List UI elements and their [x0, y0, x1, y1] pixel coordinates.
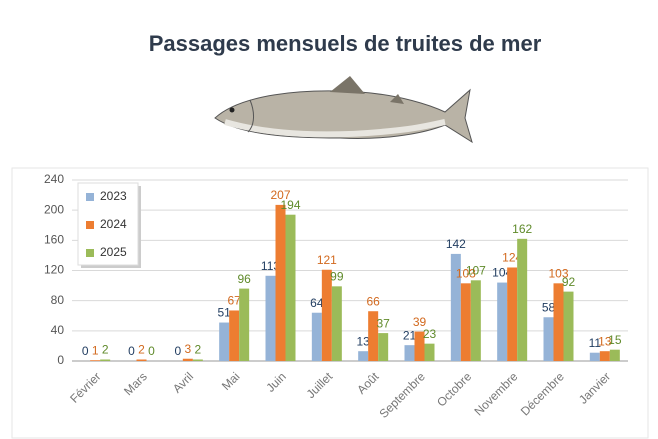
bar	[100, 359, 111, 361]
y-tick-label: 240	[44, 172, 64, 186]
data-label: 21	[403, 328, 417, 342]
data-label: 67	[227, 294, 241, 308]
bar	[553, 283, 564, 361]
bar	[358, 351, 369, 361]
data-label: 121	[317, 253, 337, 267]
x-tick-label: Février	[67, 369, 103, 405]
bar	[368, 311, 379, 361]
bar	[424, 343, 435, 361]
data-label: 96	[237, 272, 251, 286]
bar	[239, 288, 250, 361]
legend-swatch	[86, 249, 94, 257]
bar	[507, 267, 518, 361]
y-tick-label: 40	[51, 323, 65, 337]
bar	[563, 291, 574, 361]
data-label: 207	[270, 188, 290, 202]
data-label: 103	[456, 266, 476, 280]
bar	[609, 349, 620, 361]
data-label: 107	[466, 263, 486, 277]
bar	[543, 317, 554, 361]
data-label: 194	[280, 198, 300, 212]
data-label: 142	[446, 237, 466, 251]
bar	[229, 310, 240, 361]
chart-frame	[11, 167, 649, 439]
bar	[136, 359, 147, 361]
bar	[192, 359, 203, 361]
bar	[311, 312, 322, 361]
chart-title: Passages mensuels de truites de mer	[149, 31, 542, 56]
bar	[321, 269, 332, 361]
y-tick-label: 0	[57, 353, 64, 367]
bar	[265, 275, 276, 361]
bar	[517, 238, 528, 361]
data-label: 2	[102, 343, 109, 357]
data-label: 51	[217, 306, 231, 320]
bar	[460, 283, 471, 361]
data-label: 58	[542, 300, 556, 314]
bar	[589, 352, 600, 361]
data-label: 15	[608, 333, 622, 347]
x-tick-label: Août	[354, 369, 382, 397]
data-label: 2	[138, 343, 145, 357]
x-tick-label: Juillet	[304, 369, 336, 401]
bar	[331, 286, 342, 361]
data-label: 11	[589, 336, 602, 350]
bar	[182, 358, 193, 361]
y-tick-label: 80	[51, 293, 65, 307]
bar	[90, 360, 101, 361]
legend-label: 2025	[100, 245, 127, 259]
data-label: 64	[310, 296, 324, 310]
bar	[414, 331, 425, 361]
x-tick-label: Octobre	[434, 369, 474, 409]
bar	[599, 351, 610, 361]
x-tick-label: Avril	[170, 369, 196, 395]
data-label: 103	[548, 266, 568, 280]
x-tick-label: Juin	[263, 369, 288, 394]
bar	[378, 333, 389, 361]
x-tick-label: Mars	[121, 369, 150, 398]
x-tick-label: Mai	[219, 369, 243, 393]
data-label: 37	[376, 316, 390, 330]
bar	[470, 280, 481, 361]
data-label: 23	[423, 327, 437, 341]
y-tick-label: 200	[44, 202, 64, 216]
legend-swatch	[86, 193, 94, 201]
data-label: 162	[512, 222, 532, 236]
bar	[285, 214, 296, 361]
data-label: 3	[184, 342, 191, 356]
data-label: 92	[562, 275, 576, 289]
bar	[497, 282, 508, 361]
data-label: 1	[92, 343, 99, 357]
x-tick-label: Septembre	[376, 369, 428, 421]
fish-illustration	[214, 76, 473, 144]
data-label: 0	[174, 344, 181, 358]
legend-label: 2023	[100, 189, 127, 203]
x-tick-label: Décembre	[518, 369, 567, 418]
data-label: 99	[330, 270, 344, 284]
legend-label: 2024	[100, 217, 127, 231]
x-tick-label: Novembre	[471, 369, 520, 418]
bar	[404, 345, 415, 361]
data-label: 66	[366, 294, 380, 308]
x-tick-label: Janvier	[576, 369, 613, 406]
bar	[219, 322, 230, 361]
bar	[275, 204, 286, 361]
data-label: 13	[356, 334, 370, 348]
data-label: 13	[598, 334, 612, 348]
y-tick-label: 120	[44, 263, 64, 277]
data-label: 0	[82, 344, 89, 358]
data-label: 39	[413, 315, 427, 329]
data-label: 0	[128, 344, 135, 358]
legend-swatch	[86, 221, 94, 229]
bar	[450, 253, 461, 361]
data-label: 0	[148, 344, 155, 358]
data-label: 2	[194, 343, 201, 357]
y-tick-label: 160	[44, 233, 64, 247]
